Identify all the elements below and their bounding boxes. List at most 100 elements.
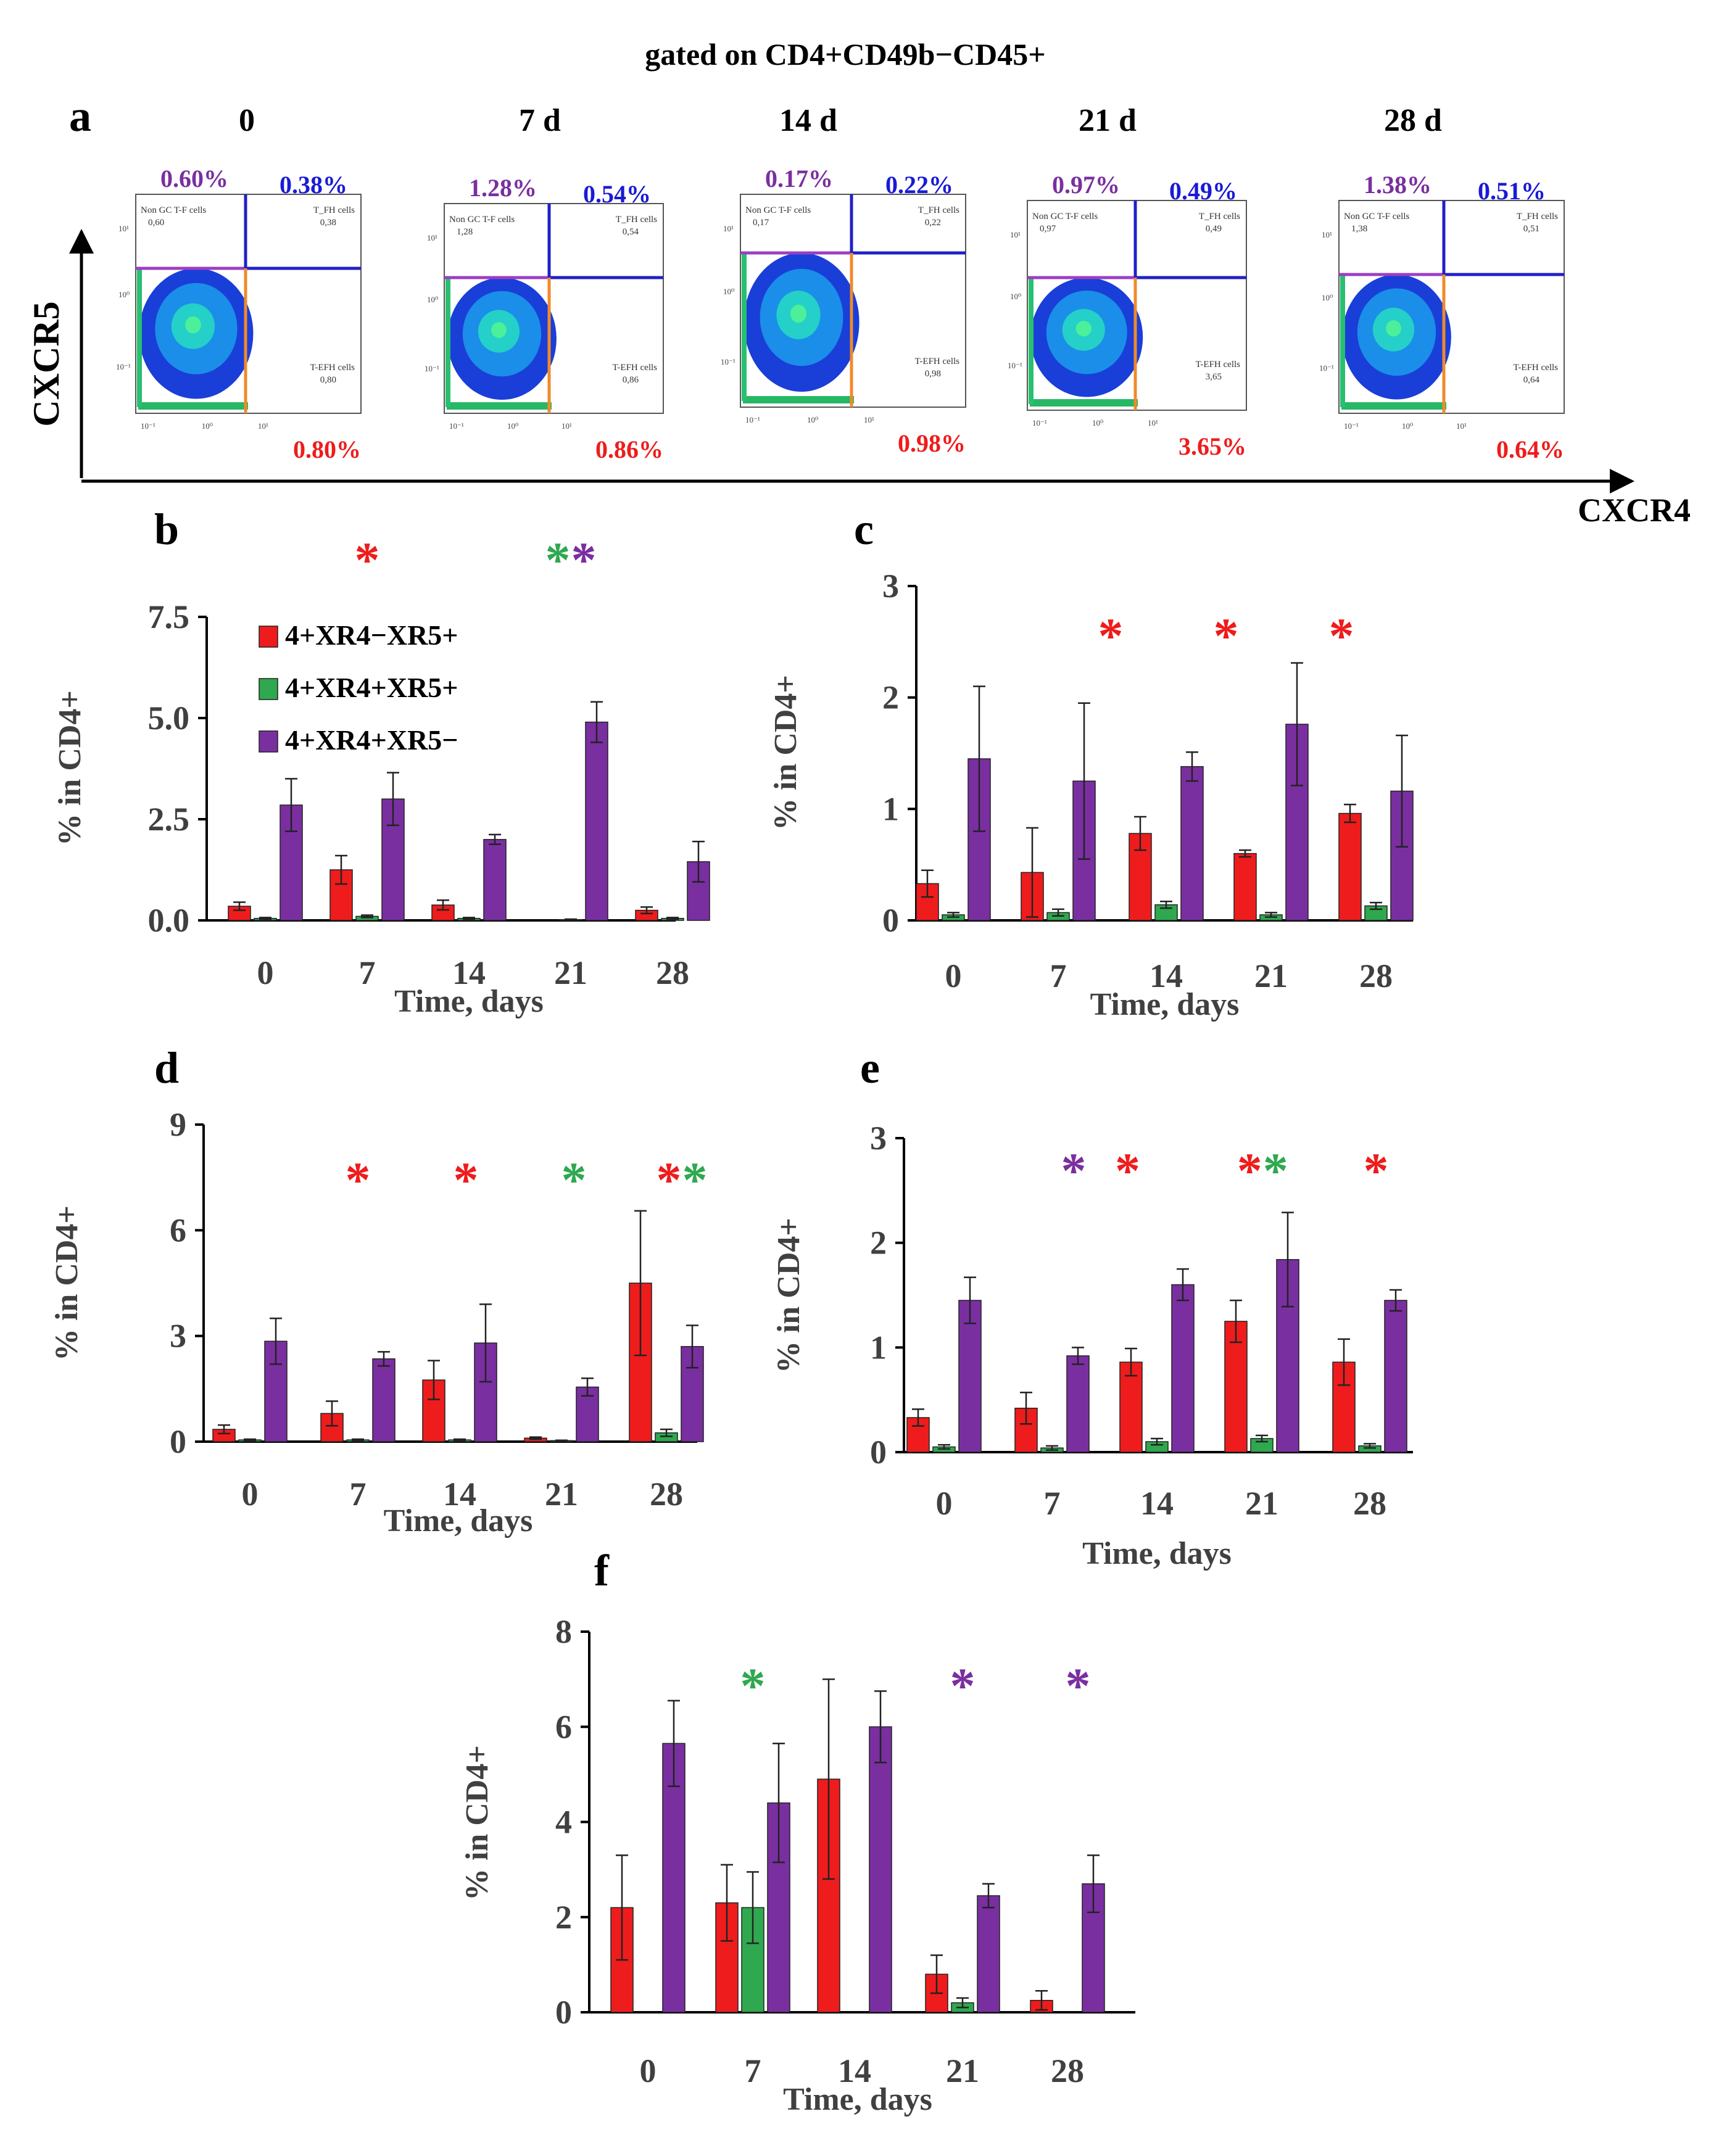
quad-lr-percent: 0.98%: [898, 429, 966, 457]
flow-time-label: 14 d: [779, 103, 837, 138]
quad-lr-name: T-EFH cells: [1514, 363, 1559, 373]
x-tick-label: 28: [1359, 957, 1393, 994]
panel-label: f: [594, 1546, 610, 1595]
quad-ur-value: 0,54: [623, 227, 639, 237]
flow-tick-y-low: 10⁻¹: [721, 357, 735, 366]
flow-tick-x-high: 10¹: [1148, 418, 1158, 427]
quad-ul-name: Non GC T-F cells: [1032, 212, 1098, 221]
significance-star-purple: *: [950, 1658, 976, 1714]
significance-star-red: *: [1364, 1142, 1389, 1199]
flow-tick-x-mid: 10⁰: [1402, 421, 1413, 431]
significance-star-purple: *: [1066, 1658, 1091, 1714]
x-tick-label: 28: [650, 1476, 683, 1513]
panel-a-label: a: [69, 91, 91, 141]
y-axis-label: % in CD4+: [768, 675, 803, 830]
quad-ur-name: T_FH cells: [918, 205, 959, 215]
quad-ur-value: 0,38: [320, 218, 336, 228]
x-tick-label: 14: [443, 1476, 476, 1513]
flow-tick-x-high: 10¹: [1456, 421, 1467, 431]
flow-baseline-band: [743, 396, 854, 403]
quad-ul-percent: 0.17%: [765, 165, 833, 192]
flow-time-label: 21 d: [1079, 103, 1137, 138]
flow-tick-y-high: 10¹: [723, 224, 734, 233]
x-axis-label: Time, days: [1082, 1536, 1232, 1571]
legend-entry: 4+XR4+XR5+: [285, 672, 458, 703]
flow-baseline-band: [138, 402, 248, 410]
flow-tick-y-low: 10⁻¹: [116, 362, 131, 371]
bar-purple: [585, 721, 608, 921]
x-axis-label: Time, days: [783, 2082, 932, 2117]
flow-time-label: 7 d: [519, 103, 561, 138]
x-axis-label: Time, days: [394, 984, 544, 1019]
quad-ul-name: Non GC T-F cells: [1344, 212, 1409, 221]
quad-lr-percent: 0.64%: [1496, 436, 1564, 463]
legend: 4+XR4−XR5+ 4+XR4+XR5+ 4+XR4+XR5−: [259, 619, 458, 756]
y-tick-label: 4: [555, 1804, 572, 1841]
significance-star-red: *: [1115, 1142, 1140, 1199]
quad-ur-percent: 0.22%: [885, 171, 953, 199]
flow-tick-y-high: 10¹: [427, 233, 437, 242]
x-tick-label: 21: [554, 954, 587, 991]
quad-ul-percent: 0.97%: [1052, 171, 1120, 199]
bar-red: [1233, 853, 1257, 921]
y-tick-label: 1: [882, 790, 899, 827]
quad-lr-percent: 3.65%: [1179, 432, 1246, 460]
y-tick-label: 3: [170, 1318, 186, 1355]
y-tick-label: 9: [170, 1106, 186, 1143]
significance-star-red: *: [1237, 1142, 1262, 1199]
quad-ur-name: T_FH cells: [313, 205, 355, 215]
quad-ul-value: 1,28: [457, 227, 473, 237]
bar-purple: [662, 1743, 686, 2013]
flow-plot-0: 0 Non GC T-F cells 0,60 T_FH cells 0,38 T-EFH…: [116, 103, 362, 463]
quad-ur-percent: 0.38%: [280, 171, 347, 199]
bar-red: [329, 869, 353, 921]
x-tick-label: 14: [452, 954, 486, 991]
quad-ul-value: 0,60: [148, 218, 164, 228]
flow-panel-a: 0 Non GC T-F cells 0,60 T_FH cells 0,38 T-EFH…: [116, 103, 1565, 463]
significance-star-red: *: [355, 532, 380, 588]
x-tick-label: 28: [656, 954, 689, 991]
legend-entry: 4+XR4+XR5−: [285, 724, 458, 756]
x-tick-label: 28: [1353, 1485, 1386, 1522]
bar-purple: [483, 839, 507, 921]
y-tick-label: 3: [882, 568, 899, 605]
significance-star-purple: *: [571, 532, 597, 588]
flow-left-band: [1029, 278, 1034, 404]
quad-ur-percent: 0.51%: [1478, 177, 1546, 205]
quad-ur-name: T_FH cells: [616, 215, 657, 225]
quad-lr-name: T-EFH cells: [613, 363, 658, 373]
flow-tick-x-mid: 10⁰: [202, 421, 213, 431]
bar-purple: [958, 1300, 982, 1453]
y-tick-label: 5.0: [148, 700, 190, 737]
flow-tick-x-mid: 10⁰: [507, 421, 518, 431]
panel-a-x-label: CXCR4: [1578, 492, 1691, 529]
flow-tick-x-high: 10¹: [561, 421, 572, 431]
y-tick-label: 2: [555, 1899, 572, 1936]
significance-star-red: *: [454, 1152, 479, 1208]
flow-tick-x-high: 10¹: [864, 415, 874, 424]
x-tick-label: 7: [350, 1476, 367, 1513]
flow-tick-y-high: 10¹: [118, 224, 129, 233]
x-tick-label: 7: [745, 2052, 761, 2089]
quad-ur-value: 0,49: [1206, 224, 1222, 234]
quad-ur-name: T_FH cells: [1199, 212, 1240, 221]
flow-left-band: [137, 268, 142, 407]
flow-plot-1: 7 d Non GC T-F cells 1,28 T_FH cells 0,54 T-E…: [425, 103, 664, 463]
flow-density-peak: [184, 316, 201, 334]
significance-star-red: *: [1098, 608, 1124, 664]
x-tick-label: 21: [1254, 957, 1288, 994]
flow-left-band: [742, 253, 747, 401]
chart-panel-b: b 0.0 2.5 5.0 7.5 % in CD4+ 0 7 14 21 28 Time, days…: [52, 505, 710, 1019]
significance-star-purple: *: [1061, 1142, 1087, 1199]
flow-plot-3: 21 d Non GC T-F cells 0,97 T_FH cells 0,49 T-…: [1008, 103, 1247, 460]
legend-swatch-purple: [259, 730, 278, 753]
y-tick-label: 6: [170, 1212, 186, 1249]
quad-ul-percent: 0.60%: [160, 165, 228, 192]
quad-ul-percent: 1.28%: [469, 174, 537, 202]
flow-time-label: 28 d: [1384, 103, 1442, 138]
quad-ul-name: Non GC T-F cells: [141, 205, 206, 215]
